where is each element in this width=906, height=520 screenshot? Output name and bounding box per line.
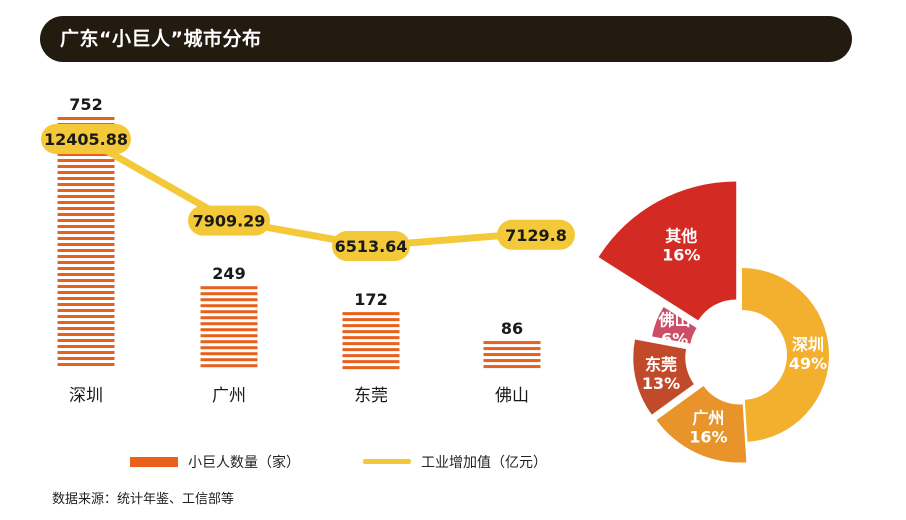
line-series xyxy=(82,135,516,250)
category-label-shenzhen: 深圳 xyxy=(69,386,103,406)
legend-line-swatch xyxy=(363,459,411,464)
line-value-label: 6513.64 xyxy=(335,237,408,256)
donut-slice-percent: 16% xyxy=(689,427,727,446)
category-label-guangzhou: 广州 xyxy=(212,386,246,406)
donut-slice-percent: 16% xyxy=(662,246,700,265)
chart-title: 广东“小巨人”城市分布 xyxy=(60,28,262,50)
donut-slice-percent: 13% xyxy=(642,374,680,393)
donut-slice-percent: 6% xyxy=(661,329,688,348)
source-note: 数据来源：统计年鉴、工信部等 xyxy=(52,492,235,507)
line-value-label: 12405.88 xyxy=(44,130,128,149)
bar-广州 xyxy=(200,286,258,368)
donut-slice-东莞 xyxy=(633,339,694,415)
category-label-foshan: 佛山 xyxy=(495,386,529,406)
bar-value-label: 249 xyxy=(212,264,245,283)
donut-slice-name: 东莞 xyxy=(645,355,677,374)
line-value-label: 7909.29 xyxy=(193,212,266,231)
donut-slice-其他 xyxy=(598,181,737,321)
legend-line-label: 工业增加值（亿元） xyxy=(421,455,547,471)
line-point-badge xyxy=(41,124,131,154)
bar-value-label: 86 xyxy=(501,319,523,338)
bar-value-label: 752 xyxy=(69,95,102,114)
donut-slice-name: 深圳 xyxy=(792,335,824,354)
legend-bar-swatch xyxy=(130,457,178,467)
bar-东莞 xyxy=(342,312,400,370)
category-label-dongguan: 东莞 xyxy=(354,386,388,406)
donut-slice-name: 佛山 xyxy=(658,310,691,329)
donut-slice-佛山 xyxy=(652,307,697,344)
line-point-badge xyxy=(332,231,410,261)
line-point-badge xyxy=(188,205,270,236)
donut-slice-广州 xyxy=(656,385,747,463)
line-value-label: 7129.8 xyxy=(505,226,567,245)
donut-slice-percent: 49% xyxy=(789,354,827,373)
donut-slice-name: 其他 xyxy=(665,227,697,246)
line-point-badge xyxy=(497,219,575,250)
bar-佛山 xyxy=(483,341,541,369)
bar-value-label: 172 xyxy=(354,290,387,309)
legend-bar-label: 小巨人数量（家） xyxy=(188,455,300,471)
title-bar: 广东“小巨人”城市分布 xyxy=(40,16,852,62)
donut-slice-name: 广州 xyxy=(692,408,724,427)
donut-slice-深圳 xyxy=(742,268,829,442)
